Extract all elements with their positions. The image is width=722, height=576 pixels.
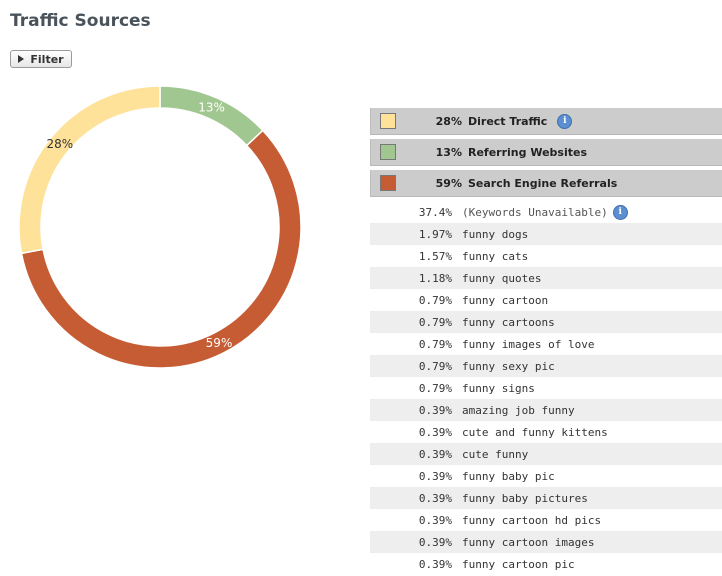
keyword-percentage: 1.57% — [418, 249, 452, 263]
legend-percentage: 59% — [435, 176, 462, 190]
keyword-percentage: 0.39% — [418, 425, 452, 439]
keyword-row: 0.79% funny cartoons — [370, 311, 722, 333]
legend-swatch — [380, 113, 396, 129]
legend-item[interactable]: 28% Direct Traffic i — [370, 108, 722, 135]
keyword-row: 0.39% funny cartoon pic — [370, 553, 722, 575]
legend-percentage: 13% — [435, 145, 462, 159]
filter-button[interactable]: Filter — [10, 50, 72, 68]
legend: 28% Direct Traffic i 13% Referring Websites 5… — [370, 108, 722, 201]
keyword-row: 1.18% funny quotes — [370, 267, 722, 289]
keyword-percentage: 0.39% — [418, 491, 452, 505]
keyword-label: funny baby pic — [462, 469, 555, 483]
keyword-row: 0.39% cute funny — [370, 443, 722, 465]
slice-label: 28% — [46, 137, 73, 151]
keyword-label: cute funny — [462, 447, 529, 461]
keyword-percentage: 1.18% — [418, 271, 452, 285]
keyword-percentage: 0.39% — [418, 557, 452, 571]
keyword-row: 37.4% (Keywords Unavailable) i — [370, 201, 722, 223]
keyword-label: funny cartoon pic — [462, 557, 575, 571]
page-title: Traffic Sources — [10, 11, 151, 31]
keyword-label: cute and funny kittens — [462, 425, 608, 439]
info-icon[interactable]: i — [612, 204, 628, 220]
legend-label: Direct Traffic — [468, 114, 548, 128]
keyword-label: funny cartoon — [462, 293, 549, 307]
keyword-label: (Keywords Unavailable) — [462, 205, 608, 219]
slice-label: 59% — [206, 336, 233, 350]
keyword-percentage: 0.79% — [418, 315, 452, 329]
keyword-label: funny cartoons — [462, 315, 555, 329]
keyword-row: 0.39% amazing job funny — [370, 399, 722, 421]
keyword-label: funny baby pictures — [462, 491, 588, 505]
keyword-percentage: 37.4% — [418, 205, 452, 219]
keyword-row: 1.57% funny cats — [370, 245, 722, 267]
keyword-label: funny signs — [462, 381, 535, 395]
keyword-percentage: 1.97% — [418, 227, 452, 241]
keyword-label: funny sexy pic — [462, 359, 555, 373]
keyword-row: 0.39% funny baby pictures — [370, 487, 722, 509]
keyword-percentage: 0.39% — [418, 513, 452, 527]
legend-item[interactable]: 59% Search Engine Referrals — [370, 170, 722, 197]
play-icon — [18, 55, 25, 63]
info-icon[interactable]: i — [557, 113, 573, 129]
keyword-row: 0.79% funny images of love — [370, 333, 722, 355]
keyword-row: 0.39% funny cartoon images — [370, 531, 722, 553]
slice-label: 13% — [198, 101, 225, 115]
legend-label: Search Engine Referrals — [468, 176, 618, 190]
keyword-row: 0.39% funny cartoon hd pics — [370, 509, 722, 531]
legend-label: Referring Websites — [468, 145, 587, 159]
keyword-row: 0.79% funny cartoon — [370, 289, 722, 311]
legend-swatch — [380, 144, 396, 160]
keyword-percentage: 0.39% — [418, 403, 452, 417]
legend-percentage: 28% — [435, 114, 462, 128]
keyword-label: funny images of love — [462, 337, 595, 351]
keyword-row: 0.39% funny baby pic — [370, 465, 722, 487]
keyword-row: 0.79% funny signs — [370, 377, 722, 399]
keyword-percentage: 0.79% — [418, 381, 452, 395]
keyword-row: 0.79% funny sexy pic — [370, 355, 722, 377]
keyword-percentage: 0.39% — [418, 469, 452, 483]
keyword-row: 0.39% cute and funny kittens — [370, 421, 722, 443]
keyword-list: 37.4% (Keywords Unavailable) i 1.97% funny d… — [370, 201, 722, 575]
donut-slice[interactable] — [20, 129, 302, 369]
donut-slice[interactable] — [159, 85, 264, 147]
keyword-percentage: 0.39% — [418, 447, 452, 461]
keyword-percentage: 0.79% — [418, 359, 452, 373]
keyword-percentage: 0.79% — [418, 293, 452, 307]
filter-button-label: Filter — [30, 52, 64, 66]
legend-item[interactable]: 13% Referring Websites — [370, 139, 722, 166]
keyword-label: funny dogs — [462, 227, 529, 241]
donut-slice[interactable] — [18, 85, 161, 255]
keyword-percentage: 0.39% — [418, 535, 452, 549]
legend-swatch — [380, 175, 396, 191]
keyword-label: funny cartoon hd pics — [462, 513, 602, 527]
keyword-label: funny quotes — [462, 271, 542, 285]
keyword-label: amazing job funny — [462, 403, 575, 417]
donut-chart: 13% 59% 28% — [18, 85, 302, 369]
keyword-label: funny cartoon images — [462, 535, 595, 549]
keyword-percentage: 0.79% — [418, 337, 452, 351]
keyword-label: funny cats — [462, 249, 529, 263]
keyword-row: 1.97% funny dogs — [370, 223, 722, 245]
